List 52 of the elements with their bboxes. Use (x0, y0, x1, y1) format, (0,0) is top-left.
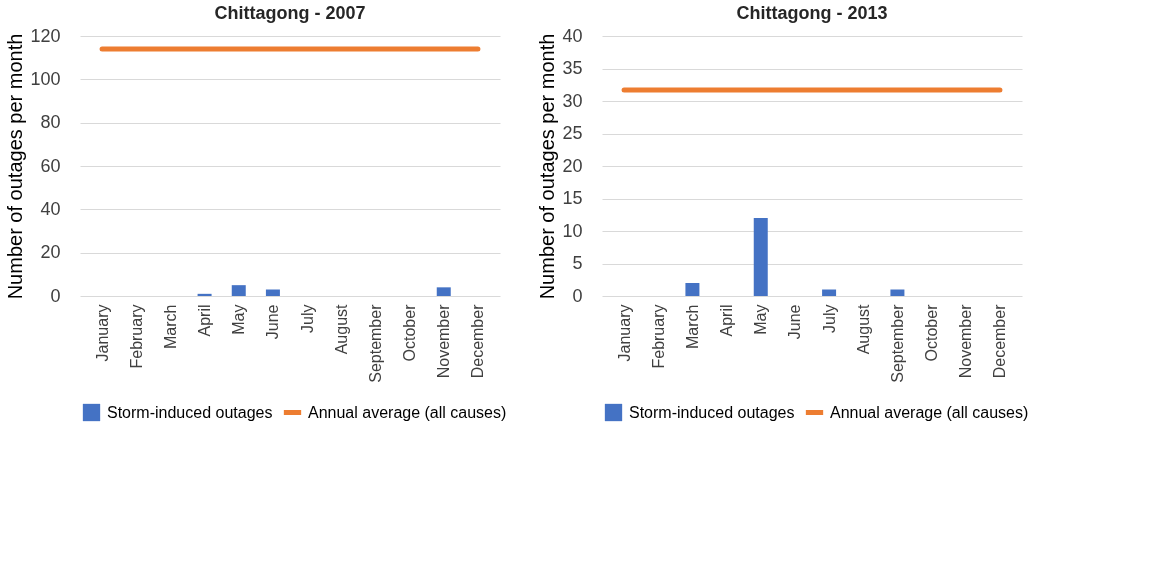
chart-title: Chittagong - 2007 (214, 3, 366, 23)
x-tick-label: March (683, 304, 701, 349)
x-tick-label: February (649, 304, 667, 369)
y-tick-label: 20 (40, 242, 61, 263)
bar (890, 289, 905, 296)
x-tick-label: December (469, 303, 487, 379)
x-tick-label: August (332, 303, 350, 355)
x-tick-label: August (854, 303, 872, 355)
y-tick-label: 10 (562, 220, 583, 241)
y-tick-label: 5 (572, 253, 583, 273)
x-tick-label: April (718, 304, 736, 337)
y-tick-label: 40 (40, 198, 61, 219)
x-tick-label: March (161, 304, 179, 349)
y-tick-label: 20 (562, 155, 583, 176)
y-tick-label: 40 (562, 25, 583, 46)
legend-label: Storm-induced outages (107, 403, 273, 421)
y-tick-label: 0 (572, 285, 583, 306)
x-tick-label: November (435, 303, 453, 379)
legend-label: Annual average (all causes) (308, 403, 507, 421)
legend-label: Storm-induced outages (629, 403, 795, 421)
x-tick-label: July (820, 304, 838, 333)
chart-title: Chittagong - 2013 (736, 3, 888, 23)
x-tick-label: September (888, 303, 906, 383)
y-tick-label: 15 (562, 188, 583, 208)
x-tick-label: November (957, 303, 975, 379)
y-tick-label: 35 (562, 58, 583, 78)
y-axis-title: Number of outages per month (536, 33, 559, 300)
y-axis-title: Number of outages per month (4, 33, 27, 300)
x-tick-label: January (93, 304, 111, 362)
x-tick-label: December (991, 303, 1009, 379)
x-tick-label: June (786, 304, 804, 340)
bar (685, 283, 700, 296)
y-tick-label: 100 (30, 68, 61, 89)
y-tick-label: 30 (562, 90, 583, 111)
y-tick-label: 0 (50, 285, 61, 306)
y-tick-label: 60 (40, 155, 61, 176)
x-tick-label: October (401, 303, 419, 362)
legend-label: Annual average (all causes) (830, 403, 1029, 421)
y-tick-label: 80 (40, 112, 61, 133)
y-tick-label: 120 (30, 25, 61, 46)
x-tick-label: July (298, 304, 316, 333)
x-tick-label: January (615, 304, 633, 362)
x-tick-label: April (196, 304, 214, 337)
y-tick-label: 25 (562, 123, 583, 143)
x-tick-label: May (230, 304, 248, 335)
x-tick-label: September (366, 303, 384, 383)
x-tick-label: May (752, 304, 770, 335)
bar (753, 218, 768, 296)
x-tick-label: October (923, 303, 941, 362)
x-tick-label: February (127, 304, 145, 369)
x-tick-label: June (264, 304, 282, 340)
bar (822, 289, 837, 296)
